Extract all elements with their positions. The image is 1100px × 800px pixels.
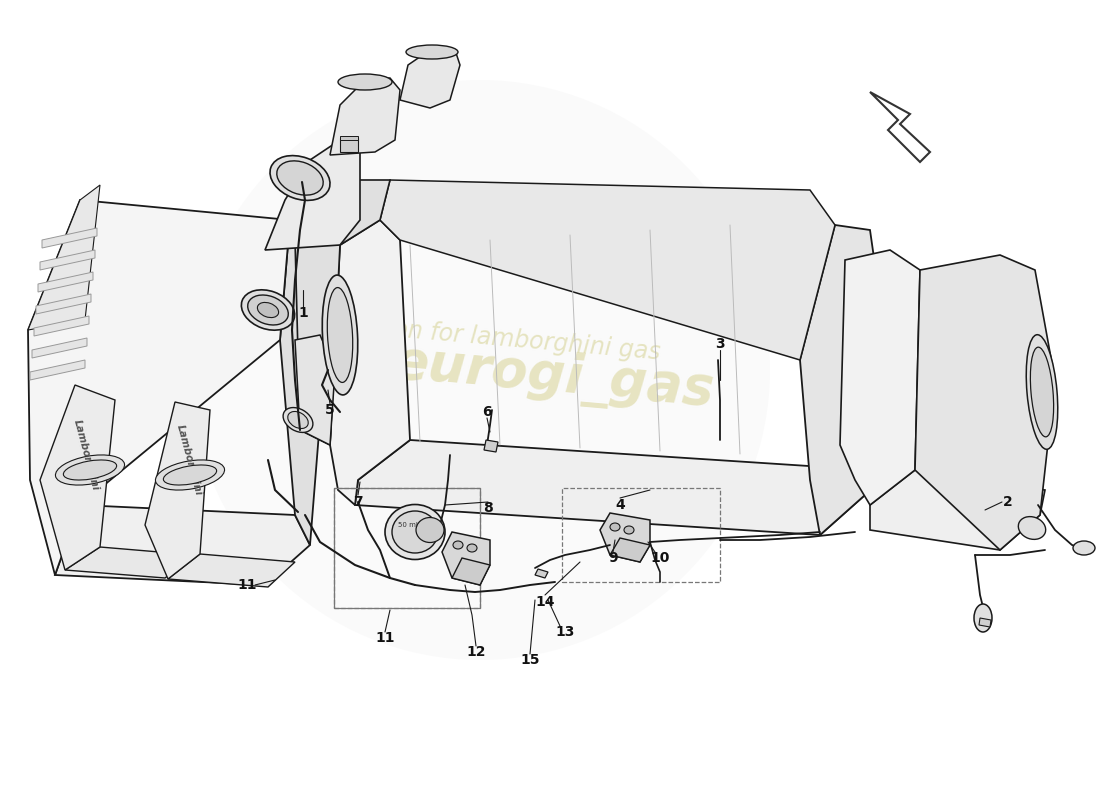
Text: 5: 5	[326, 403, 334, 417]
Polygon shape	[265, 140, 360, 250]
Text: 4: 4	[615, 498, 625, 512]
Polygon shape	[840, 250, 920, 505]
Ellipse shape	[270, 155, 330, 201]
Bar	[334, 488, 480, 608]
Text: 50 ml: 50 ml	[398, 522, 418, 528]
Polygon shape	[28, 185, 100, 330]
Ellipse shape	[322, 275, 358, 395]
Polygon shape	[610, 538, 650, 562]
Text: Lamborghini: Lamborghini	[72, 418, 100, 492]
Polygon shape	[295, 180, 390, 445]
Polygon shape	[145, 402, 210, 579]
Text: 15: 15	[520, 653, 540, 667]
Polygon shape	[484, 440, 498, 452]
Polygon shape	[442, 532, 490, 585]
Ellipse shape	[64, 460, 117, 480]
Ellipse shape	[610, 523, 620, 531]
Ellipse shape	[155, 460, 224, 490]
Ellipse shape	[55, 455, 124, 485]
Text: 11: 11	[238, 578, 256, 592]
Polygon shape	[379, 180, 835, 360]
Text: 11: 11	[375, 631, 395, 645]
Bar	[340, 138, 358, 152]
Ellipse shape	[164, 465, 217, 485]
Polygon shape	[355, 440, 870, 535]
Ellipse shape	[624, 526, 634, 534]
Polygon shape	[330, 220, 410, 505]
Polygon shape	[870, 470, 1045, 550]
Polygon shape	[295, 335, 336, 445]
Polygon shape	[39, 272, 94, 292]
Bar	[562, 488, 720, 582]
Polygon shape	[535, 569, 548, 578]
Polygon shape	[915, 255, 1055, 550]
Polygon shape	[800, 225, 890, 535]
Ellipse shape	[453, 541, 463, 549]
Text: 6: 6	[482, 405, 492, 419]
Bar	[334, 488, 480, 608]
Polygon shape	[979, 618, 991, 627]
Text: 10: 10	[650, 551, 670, 565]
Ellipse shape	[416, 518, 444, 542]
Ellipse shape	[241, 290, 295, 330]
Ellipse shape	[1031, 347, 1054, 437]
Ellipse shape	[1019, 517, 1046, 539]
Text: 14: 14	[536, 595, 554, 609]
Ellipse shape	[468, 544, 477, 552]
Polygon shape	[65, 547, 195, 578]
Text: 8: 8	[483, 501, 493, 515]
Text: 1: 1	[298, 306, 308, 320]
Polygon shape	[36, 294, 91, 314]
Polygon shape	[28, 200, 290, 575]
Polygon shape	[42, 228, 97, 248]
Polygon shape	[452, 558, 490, 585]
Polygon shape	[400, 50, 460, 108]
Polygon shape	[40, 385, 116, 570]
Polygon shape	[600, 513, 650, 562]
Text: 7: 7	[353, 495, 363, 509]
Ellipse shape	[338, 74, 392, 90]
Text: eurogi_gas: eurogi_gas	[390, 336, 716, 418]
Text: 12: 12	[466, 645, 486, 659]
Ellipse shape	[277, 161, 323, 195]
Ellipse shape	[385, 505, 446, 559]
Ellipse shape	[288, 411, 308, 429]
Text: 3: 3	[715, 337, 725, 351]
Circle shape	[190, 80, 770, 660]
Ellipse shape	[406, 45, 458, 59]
Ellipse shape	[1026, 334, 1058, 450]
Polygon shape	[34, 316, 89, 336]
Polygon shape	[870, 92, 930, 162]
Ellipse shape	[1072, 541, 1094, 555]
Polygon shape	[30, 360, 85, 380]
Text: a passion for lamborghini gas: a passion for lamborghini gas	[310, 310, 661, 365]
Text: 2: 2	[1003, 495, 1013, 509]
Ellipse shape	[328, 287, 353, 382]
Text: 9: 9	[608, 551, 618, 565]
Ellipse shape	[974, 604, 992, 632]
Text: 13: 13	[556, 625, 574, 639]
Polygon shape	[330, 78, 400, 155]
Ellipse shape	[283, 407, 312, 433]
Polygon shape	[280, 220, 320, 545]
Ellipse shape	[248, 295, 288, 325]
Polygon shape	[40, 250, 95, 270]
Ellipse shape	[392, 511, 438, 553]
Polygon shape	[168, 554, 295, 587]
Text: Lamborghini: Lamborghini	[175, 424, 204, 497]
Ellipse shape	[257, 302, 278, 318]
Polygon shape	[32, 338, 87, 358]
Polygon shape	[55, 505, 310, 585]
Bar	[340, 136, 358, 140]
